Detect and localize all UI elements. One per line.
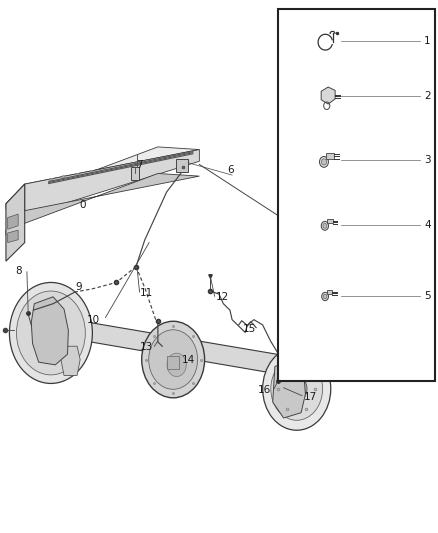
- Polygon shape: [8, 230, 18, 243]
- Circle shape: [167, 353, 186, 376]
- Text: 13: 13: [139, 342, 152, 352]
- Polygon shape: [6, 173, 199, 230]
- Circle shape: [142, 321, 205, 398]
- Polygon shape: [6, 184, 25, 209]
- Polygon shape: [25, 150, 199, 216]
- Text: 16: 16: [258, 385, 272, 395]
- Text: 11: 11: [140, 288, 153, 298]
- Text: 10: 10: [87, 314, 100, 325]
- Polygon shape: [321, 87, 335, 104]
- Bar: [327, 290, 332, 294]
- Circle shape: [271, 357, 323, 421]
- Polygon shape: [6, 184, 25, 261]
- Circle shape: [43, 324, 58, 342]
- Bar: [131, 166, 139, 180]
- Circle shape: [17, 291, 85, 375]
- Polygon shape: [61, 346, 80, 375]
- Polygon shape: [6, 211, 25, 236]
- Bar: [327, 219, 333, 223]
- Text: 4: 4: [424, 220, 431, 230]
- Bar: [167, 356, 179, 369]
- Circle shape: [323, 223, 327, 228]
- Text: 6: 6: [227, 165, 234, 174]
- Text: 7: 7: [136, 160, 143, 169]
- Circle shape: [321, 292, 328, 301]
- Polygon shape: [8, 214, 18, 229]
- Text: 0: 0: [80, 200, 86, 211]
- Polygon shape: [22, 311, 324, 382]
- Polygon shape: [273, 360, 305, 418]
- Polygon shape: [6, 147, 199, 204]
- Text: 8: 8: [15, 266, 21, 276]
- Circle shape: [323, 294, 327, 298]
- Text: 14: 14: [182, 354, 195, 365]
- Text: 2: 2: [424, 91, 431, 101]
- Text: 9: 9: [76, 282, 82, 292]
- Polygon shape: [31, 297, 68, 365]
- Text: 3: 3: [424, 155, 431, 165]
- Text: 17: 17: [304, 392, 318, 402]
- Bar: [278, 9, 435, 381]
- Text: 12: 12: [215, 292, 229, 302]
- Circle shape: [319, 156, 328, 167]
- Circle shape: [321, 159, 326, 165]
- Bar: [326, 154, 334, 159]
- Circle shape: [10, 282, 92, 383]
- Text: 1: 1: [424, 36, 431, 45]
- Text: 5: 5: [424, 290, 431, 301]
- Circle shape: [286, 376, 307, 401]
- Circle shape: [263, 348, 331, 430]
- Bar: [176, 159, 188, 172]
- Circle shape: [321, 221, 328, 230]
- Circle shape: [149, 330, 198, 389]
- Text: 15: 15: [243, 324, 256, 334]
